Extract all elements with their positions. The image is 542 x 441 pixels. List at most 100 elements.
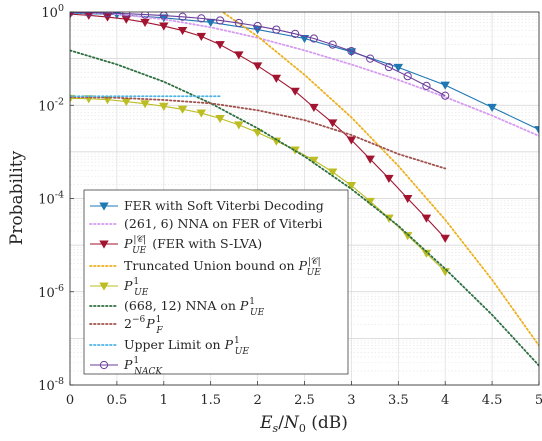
series-8-p-nack-1-marker: [140, 12, 150, 19]
series-2-p-ue-c-fer-with-s-lva-marker: [365, 155, 375, 164]
series-8-p-nack-1-marker: [215, 16, 225, 25]
series-2-p-ue-c-fer-with-s-lva-marker: [215, 41, 225, 50]
series-2-p-ue-c-fer-with-s-lva-marker: [70, 12, 74, 19]
series-2-p-ue-c-fer-with-s-lva: [70, 12, 450, 243]
series-2-p-ue-c-fer-with-s-lva-marker: [271, 74, 282, 83]
x-tick-label: 0: [66, 393, 74, 408]
legend-item-2: P|𝒞| UE (FER with S-LVA): [90, 235, 262, 256]
series-0-fer-with-soft-viterbi-decoding-marker: [534, 126, 539, 135]
series-8-p-nack-1-marker: [159, 12, 168, 20]
legend-box: [83, 189, 349, 375]
legend-item-1: (261, 6) NNA on FER of Viterbi: [89, 216, 322, 231]
series-4-p-ue-1-marker: [215, 114, 225, 124]
series-0-fer-with-soft-viterbi-decoding-marker: [393, 63, 404, 72]
series-2-p-ue-c-fer-with-s-lva-marker: [290, 87, 300, 96]
series-8-p-nack-1: [70, 12, 450, 100]
legend-item-6-label: 2−6P1 F: [124, 315, 163, 336]
series-layer: [70, 12, 539, 367]
series-2-p-ue-c-fer-with-s-lva-marker: [346, 136, 357, 145]
series-8-p-nack-1-marker: [291, 29, 300, 38]
series-8-p-nack-1-marker: [197, 14, 206, 23]
y-axis-label: Probability: [7, 150, 27, 245]
legend-item-8: P1 NACK: [90, 356, 163, 377]
x-tick-label: 2.5: [294, 393, 315, 408]
series-2-p-ue-c-fer-with-s-lva-marker: [159, 22, 169, 31]
series-8-p-nack-1-marker: [347, 47, 356, 56]
legend-item-7: Upper Limit on P1 UE: [89, 336, 249, 357]
series-2-p-ue-c-fer-with-s-lva-marker: [402, 195, 413, 204]
series-6-2-6-p-f-1-line: [70, 96, 447, 170]
x-tick-label: 3.5: [388, 393, 409, 408]
y-axis-ticks: 100 10-2 10-4 10-6 10-8: [38, 3, 74, 394]
series-4-p-ue-1-marker: [196, 109, 207, 118]
legend: FER with Soft Viterbi Decoding (261, 6) N…: [83, 189, 349, 377]
x-tick-label: 3: [347, 393, 355, 408]
legend-item-5: (668, 12) NNA on P1 UE: [89, 297, 265, 318]
y-tick-label: 10-2: [38, 96, 64, 114]
series-6-2-6-p-f-1: [70, 96, 447, 170]
series-8-p-nack-1-line: [70, 12, 446, 97]
series-8-p-nack-1-marker: [122, 12, 131, 18]
series-4-p-ue-1-marker: [309, 156, 319, 165]
legend-item-8-label: P1 NACK: [123, 356, 163, 377]
legend-item-7-label: Upper Limit on P1 UE: [124, 336, 249, 357]
series-3-truncated-union-bound-on-p-ue-c-line: [220, 12, 539, 347]
series-4-p-ue-1-marker: [177, 105, 188, 114]
legend-item-0: FER with Soft Viterbi Decoding: [90, 198, 324, 213]
series-0-fer-with-soft-viterbi-decoding-marker: [440, 81, 450, 90]
x-tick-label: 4: [441, 393, 449, 408]
legend-item-8-marker: [99, 360, 109, 370]
series-1-261-6-nna-on-fer-of-viterbi-line: [70, 12, 539, 137]
x-tick-label: 2: [253, 393, 261, 408]
series-2-p-ue-c-fer-with-s-lva-marker: [440, 234, 450, 243]
series-2-p-ue-c-fer-with-s-lva-marker: [196, 32, 207, 41]
y-tick-label: 10-8: [38, 376, 64, 394]
legend-item-0-label: FER with Soft Viterbi Decoding: [124, 198, 324, 213]
series-2-p-ue-c-fer-with-s-lva-marker: [384, 174, 394, 183]
series-8-p-nack-1-marker: [84, 12, 93, 17]
x-tick-label: 1: [160, 393, 168, 408]
series-8-p-nack-1-marker: [234, 18, 243, 28]
x-tick-label: 4.5: [482, 393, 503, 408]
series-8-p-nack-1-marker: [272, 25, 281, 34]
legend-item-2-label: P|𝒞| UE (FER with S-LVA): [123, 235, 262, 256]
series-2-p-ue-c-fer-with-s-lva-marker: [140, 18, 150, 27]
y-tick-label: 10-6: [38, 283, 64, 301]
series-2-p-ue-c-fer-with-s-lva-marker: [421, 214, 432, 223]
legend-item-2-marker: [99, 240, 109, 249]
legend-item-3: Truncated Union bound on P|𝒞| UE: [89, 257, 321, 278]
series-8-p-nack-1-marker: [422, 81, 431, 91]
series-5-668-12-nna-on-p-ue-1: [70, 49, 539, 367]
series-8-p-nack-1-marker: [103, 12, 112, 18]
series-8-p-nack-1-marker: [384, 62, 394, 72]
series-8-p-nack-1-marker: [328, 40, 337, 49]
x-tick-label: 5: [535, 393, 542, 408]
x-tick-label: 0.5: [107, 393, 128, 408]
series-5-668-12-nna-on-p-ue-1-line: [70, 49, 539, 367]
series-4-p-ue-1-marker: [346, 182, 357, 191]
series-3-truncated-union-bound-on-p-ue-c: [220, 12, 539, 347]
series-4-p-ue-1-marker: [402, 232, 413, 241]
series-2-p-ue-c-fer-with-s-lva-marker: [327, 119, 338, 128]
y-tick-label: 100: [41, 3, 64, 21]
legend-item-4-marker: [99, 282, 109, 291]
series-2-p-ue-c-fer-with-s-lva-marker: [234, 51, 244, 60]
series-2-p-ue-c-fer-with-s-lva-marker: [252, 62, 263, 71]
series-8-p-nack-1-marker: [366, 54, 375, 63]
x-axis-ticks: 0 0.5 1 1.5 2 2.5 3 3.5 4 4.5 5: [66, 381, 542, 408]
series-1-261-6-nna-on-fer-of-viterbi: [70, 12, 539, 137]
series-8-p-nack-1-marker: [309, 34, 318, 43]
series-2-p-ue-c-fer-with-s-lva-marker: [309, 103, 319, 112]
series-8-p-nack-1-marker: [253, 21, 262, 31]
series-2-p-ue-c-fer-with-s-lva-marker: [177, 27, 188, 36]
legend-item-4-label: P1 UE: [123, 277, 149, 298]
legend-item-3-label: Truncated Union bound on P|𝒞| UE: [124, 257, 321, 278]
series-4-p-ue-1-marker: [140, 100, 150, 109]
series-8-p-nack-1-marker: [441, 91, 450, 100]
series-8-p-nack-1-marker: [178, 12, 187, 21]
legend-item-0-marker: [99, 202, 109, 211]
series-0-fer-with-soft-viterbi-decoding-marker: [487, 103, 497, 112]
series-2-p-ue-c-fer-with-s-lva-marker: [121, 15, 132, 24]
legend-item-1-label: (261, 6) NNA on FER of Viterbi: [124, 216, 322, 231]
